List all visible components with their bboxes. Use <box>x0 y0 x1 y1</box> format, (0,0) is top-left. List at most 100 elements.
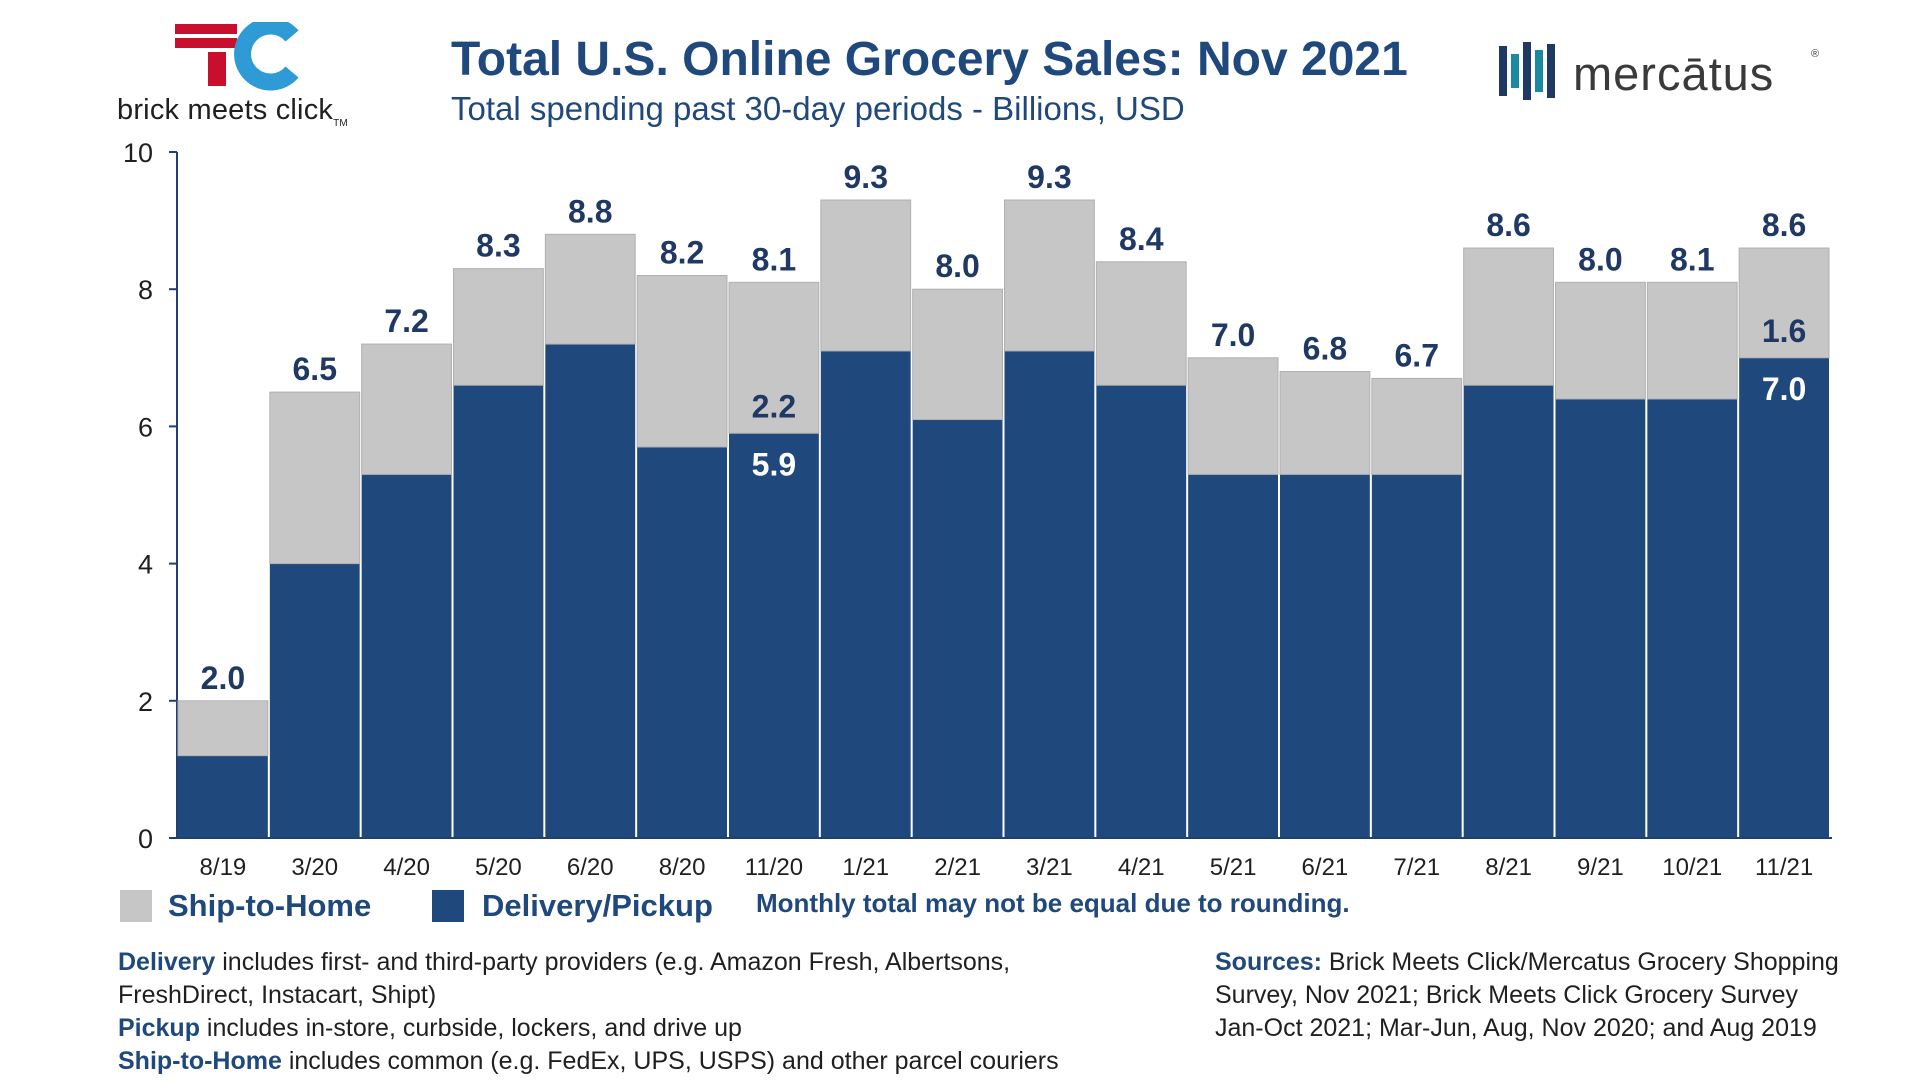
brick-meets-click-logo-mark <box>175 17 299 91</box>
bar-delivery-pickup <box>545 344 636 838</box>
bar-delivery-pickup <box>1004 350 1095 838</box>
bar-ship-to-home <box>820 199 912 352</box>
x-tick-label: 4/21 <box>1118 854 1165 880</box>
mercatus-logo-text: mercātus <box>1573 47 1775 100</box>
bar-ship-to-home <box>1279 371 1371 475</box>
bar-ship-to-home <box>1004 199 1095 352</box>
bar-segment-label: 5.9 <box>752 446 796 482</box>
brick-meets-click-logo-text: brick meets clickTM <box>117 94 348 129</box>
bar-ship-to-home <box>1371 377 1463 475</box>
ship-to-home-note: Ship-to-Home includes common (e.g. FedEx… <box>118 1047 1059 1075</box>
pickup-note: Pickup includes in-store, curbside, lock… <box>118 1014 742 1042</box>
bar-delivery-pickup <box>820 350 911 838</box>
bar-ship-to-home <box>912 288 1004 421</box>
bar-delivery-pickup <box>1280 474 1370 838</box>
bar-delivery-pickup <box>1371 474 1462 838</box>
x-tick-label: 3/21 <box>1026 854 1073 880</box>
x-tick-label: 9/21 <box>1577 854 1624 880</box>
x-tick-label: 5/21 <box>1210 854 1257 880</box>
chart-title: Total U.S. Online Grocery Sales: Nov 202… <box>451 33 1408 86</box>
bar-delivery-pickup <box>361 474 452 838</box>
y-tick-label: 6 <box>138 412 153 442</box>
bar-ship-to-home <box>1463 247 1554 386</box>
mercatus-registered-mark: ® <box>1811 48 1820 60</box>
bar-segment-label: 1.6 <box>1762 313 1806 349</box>
bars: 2.0 6.5 7.2 8.3 8.8 8.2 8.1 9.3 8.0 9.3 8.4 7.0 6.8 6… <box>177 159 1830 838</box>
bar-ship-to-home <box>1738 247 1830 359</box>
x-tick-label: 3/20 <box>291 854 338 880</box>
bar-total-label: 6.7 <box>1395 337 1439 373</box>
x-tick-label: 8/20 <box>659 854 706 880</box>
bar-total-label: 8.0 <box>1578 241 1622 277</box>
bar-segment-label: 7.0 <box>1762 371 1806 407</box>
bar-total-label: 7.0 <box>1211 317 1255 353</box>
bar-ship-to-home <box>361 343 452 475</box>
bar-total-label: 8.6 <box>1762 207 1806 243</box>
delivery-pickup-swatch <box>432 890 464 922</box>
y-axis: 0 2 4 6 8 10 <box>123 138 178 854</box>
sources-note: Sources: Brick Meets Click/Mercatus Groc… <box>1215 946 1915 1045</box>
bar-ship-to-home <box>453 268 544 386</box>
bar-delivery-pickup <box>1463 385 1554 838</box>
bar-ship-to-home <box>1555 281 1646 400</box>
bar-ship-to-home <box>1646 281 1738 400</box>
bar-ship-to-home <box>269 391 361 565</box>
bar-delivery-pickup <box>1647 398 1738 838</box>
y-tick-label: 2 <box>138 687 153 717</box>
x-tick-label: 4/20 <box>383 854 430 880</box>
sources-line-2: Survey, Nov 2021; Brick Meets Click Groc… <box>1215 981 1799 1009</box>
bar-ship-to-home <box>728 281 820 434</box>
y-tick-label: 4 <box>138 550 153 580</box>
bar-ship-to-home <box>544 233 636 345</box>
x-tick-label: 7/21 <box>1393 854 1440 880</box>
bar-total-label: 6.8 <box>1303 331 1347 367</box>
bar-total-label: 8.3 <box>476 228 520 264</box>
brick-meets-click-logo: brick meets clickTM <box>112 17 412 132</box>
delivery-note: Delivery includes first- and third-party… <box>118 948 1011 976</box>
bar-total-label: 8.6 <box>1486 207 1530 243</box>
x-axis: 8/19 3/20 4/20 5/20 6/20 8/20 11/20 1/21 2/21 3/2… <box>177 837 1832 880</box>
x-tick-label: 2/21 <box>934 854 981 880</box>
y-tick-label: 8 <box>138 275 153 305</box>
rounding-note: Monthly total may not be equal due to ro… <box>756 888 1350 918</box>
sources-line-1: Sources: Brick Meets Click/Mercatus Groc… <box>1215 948 1839 976</box>
bar-total-label: 9.3 <box>1027 159 1071 195</box>
x-tick-label: 11/21 <box>1755 854 1813 880</box>
bar-delivery-pickup <box>912 419 1003 838</box>
ship-to-home-swatch <box>120 890 152 922</box>
bar-total-label: 8.1 <box>752 241 796 277</box>
legend: Ship-to-Home Delivery/Pickup <box>120 886 1620 926</box>
bar-ship-to-home <box>1187 357 1279 475</box>
bar-delivery-pickup <box>269 563 360 838</box>
bar-total-label: 6.5 <box>293 351 337 387</box>
bar-delivery-pickup <box>453 385 544 838</box>
bar-total-label: 8.1 <box>1670 241 1714 277</box>
bar-total-label: 9.3 <box>844 159 888 195</box>
bar-ship-to-home <box>636 274 728 448</box>
x-tick-label: 10/21 <box>1662 854 1722 880</box>
bar-delivery-pickup <box>637 446 727 838</box>
x-tick-label: 6/20 <box>567 854 614 880</box>
definitions-notes: Delivery includes first- and third-party… <box>118 946 1059 1078</box>
mercatus-logo-mark <box>1499 42 1555 100</box>
sources-line-3: Jan-Oct 2021; Mar-Jun, Aug, Nov 2020; an… <box>1215 1014 1817 1042</box>
delivery-pickup-legend-label: Delivery/Pickup <box>482 888 713 923</box>
bar-delivery-pickup <box>1188 474 1278 838</box>
bar-total-label: 8.8 <box>568 193 612 229</box>
bar-delivery-pickup <box>1096 385 1187 838</box>
bar-delivery-pickup <box>1739 357 1829 838</box>
bar-segment-label: 2.2 <box>752 388 796 424</box>
bar-ship-to-home <box>1095 261 1187 386</box>
bar-ship-to-home <box>177 700 269 757</box>
x-tick-label: 11/20 <box>745 854 803 880</box>
bar-delivery-pickup <box>178 755 268 838</box>
bar-delivery-pickup <box>1555 398 1646 838</box>
chart-subtitle: Total spending past 30-day periods - Bil… <box>451 90 1185 127</box>
x-tick-label: 6/21 <box>1302 854 1349 880</box>
ship-to-home-legend-label: Ship-to-Home <box>168 888 372 923</box>
delivery-note-continued: FreshDirect, Instacart, Shipt) <box>118 981 437 1009</box>
x-tick-label: 5/20 <box>475 854 522 880</box>
y-tick-label: 10 <box>123 138 153 168</box>
bar-total-label: 7.2 <box>384 303 428 339</box>
x-tick-label: 8/21 <box>1485 854 1532 880</box>
